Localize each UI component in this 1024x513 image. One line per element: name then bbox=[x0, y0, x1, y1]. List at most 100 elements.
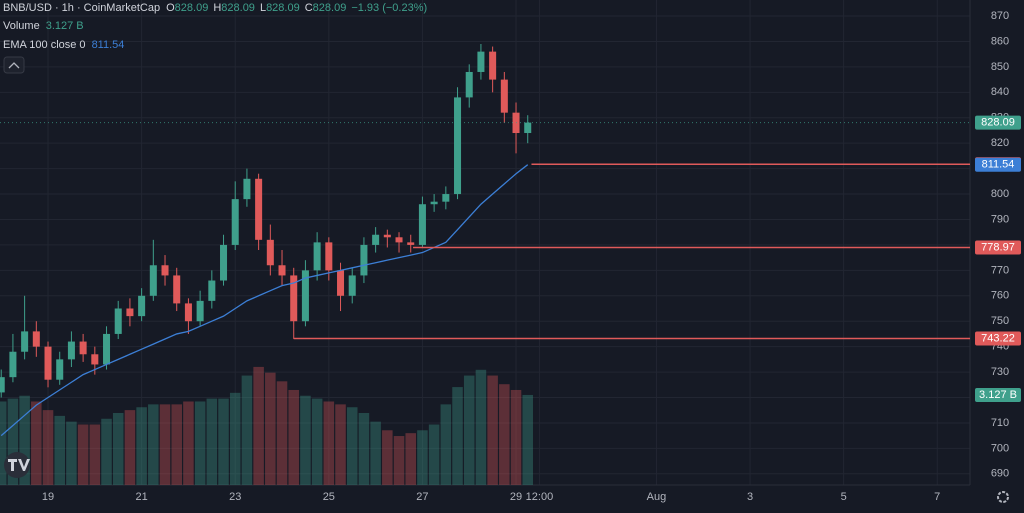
volume-bar bbox=[475, 369, 487, 485]
candle-body bbox=[21, 331, 29, 352]
volume-bar bbox=[510, 389, 522, 485]
volume-bar bbox=[148, 404, 159, 485]
legend-ohlc-value: 828.09 bbox=[221, 2, 255, 14]
volume-bar bbox=[499, 384, 510, 485]
volume-bar bbox=[7, 398, 19, 485]
price-tag-label: 828.09 bbox=[981, 117, 1015, 129]
volume-bar bbox=[136, 407, 147, 485]
candle-body bbox=[67, 341, 75, 360]
candle-body bbox=[44, 346, 52, 380]
volume-bar bbox=[522, 394, 533, 485]
candle-body bbox=[9, 351, 17, 378]
candle-body bbox=[255, 178, 263, 240]
candle-body bbox=[91, 354, 99, 365]
y-tick-label: 800 bbox=[991, 188, 1009, 200]
ema-tag bbox=[975, 157, 1021, 172]
volume-bar bbox=[428, 424, 440, 485]
volume-bar bbox=[42, 410, 54, 485]
volume-bar bbox=[183, 401, 194, 485]
x-tick-label: 19 bbox=[42, 491, 54, 503]
volume-bar bbox=[171, 404, 182, 485]
candle-body bbox=[79, 341, 87, 355]
candle-body bbox=[149, 265, 157, 296]
legend-volume-value: 3.127 B bbox=[46, 20, 84, 32]
x-tick-label: 12:00 bbox=[526, 491, 554, 503]
legend-volume: Volume bbox=[3, 20, 40, 32]
y-tick-label: 850 bbox=[991, 61, 1009, 73]
legend-ema: EMA 100 close 0 bbox=[3, 39, 86, 51]
candle-body bbox=[173, 275, 181, 304]
x-tick-label: 3 bbox=[747, 491, 753, 503]
y-tick-label: 870 bbox=[991, 10, 1009, 22]
y-tick-label: 690 bbox=[991, 468, 1009, 480]
y-tick-label: 860 bbox=[991, 35, 1009, 47]
level-tag-label: 743.22 bbox=[981, 332, 1015, 344]
candle-body bbox=[138, 295, 146, 317]
volume-bar bbox=[218, 398, 229, 485]
x-tick-label: 29 bbox=[510, 491, 522, 503]
volume-bar bbox=[265, 372, 276, 485]
candle-body bbox=[208, 280, 216, 301]
volume-bar bbox=[241, 375, 253, 485]
settings-icon[interactable] bbox=[997, 491, 1009, 503]
x-tick-label: 25 bbox=[323, 491, 335, 503]
candle-body bbox=[395, 237, 403, 243]
candle-body bbox=[348, 275, 356, 296]
y-tick-label: 770 bbox=[991, 264, 1009, 276]
volume-bar bbox=[19, 395, 30, 485]
y-tick-label: 700 bbox=[991, 442, 1009, 454]
candle-body bbox=[313, 242, 321, 271]
volume-bar bbox=[300, 395, 311, 485]
candle-body bbox=[184, 303, 192, 322]
y-tick-label: 840 bbox=[991, 86, 1009, 98]
level-tag bbox=[975, 240, 1021, 255]
tv-logo bbox=[4, 452, 30, 478]
volume-bar bbox=[54, 415, 65, 485]
volume-bar bbox=[112, 412, 124, 485]
volume-bar bbox=[124, 410, 136, 485]
volume-bar bbox=[159, 404, 171, 485]
volume-tag bbox=[975, 387, 1021, 402]
volume-bar bbox=[323, 401, 335, 485]
volume-bar bbox=[89, 424, 101, 485]
candle-body bbox=[325, 242, 333, 271]
volume-bar bbox=[276, 381, 288, 485]
volume-bar bbox=[0, 401, 7, 485]
price-tag bbox=[975, 115, 1021, 130]
collapse-button[interactable] bbox=[3, 56, 25, 74]
volume-bar bbox=[463, 375, 475, 485]
volume-bar bbox=[253, 366, 264, 485]
legend-ohlc-key: O bbox=[166, 2, 175, 14]
candle-body bbox=[301, 270, 309, 322]
y-tick-label: 790 bbox=[991, 213, 1009, 225]
x-tick-label: 21 bbox=[135, 491, 147, 503]
legend-symbol: BNB/USD · 1h · CoinMarketCap bbox=[3, 2, 160, 14]
candle-body bbox=[372, 234, 380, 245]
volume-bar bbox=[335, 404, 346, 485]
candle-body bbox=[360, 244, 368, 276]
legend-ohlc-key: H bbox=[213, 2, 221, 14]
candle-body bbox=[243, 178, 251, 200]
candle-body bbox=[489, 51, 497, 80]
volume-bar bbox=[370, 421, 381, 485]
volume-bar bbox=[440, 404, 452, 485]
volume-bar bbox=[452, 387, 463, 485]
level-tag-label: 778.97 bbox=[981, 241, 1015, 253]
volume-bar bbox=[346, 407, 358, 485]
candle-body bbox=[32, 331, 40, 347]
candle-body bbox=[383, 234, 391, 238]
x-tick-label: 27 bbox=[416, 491, 428, 503]
candle-body bbox=[337, 270, 345, 296]
legend-ohlc-key: L bbox=[260, 2, 266, 14]
legend-ohlc-value: 828.09 bbox=[313, 2, 347, 14]
candle-body bbox=[290, 275, 298, 322]
x-tick-label: Aug bbox=[647, 491, 667, 503]
ema-line bbox=[0, 164, 529, 437]
candle-body bbox=[126, 308, 134, 317]
volume-bar bbox=[311, 398, 323, 485]
x-tick-label: 23 bbox=[229, 491, 241, 503]
volume-bar bbox=[101, 418, 112, 485]
